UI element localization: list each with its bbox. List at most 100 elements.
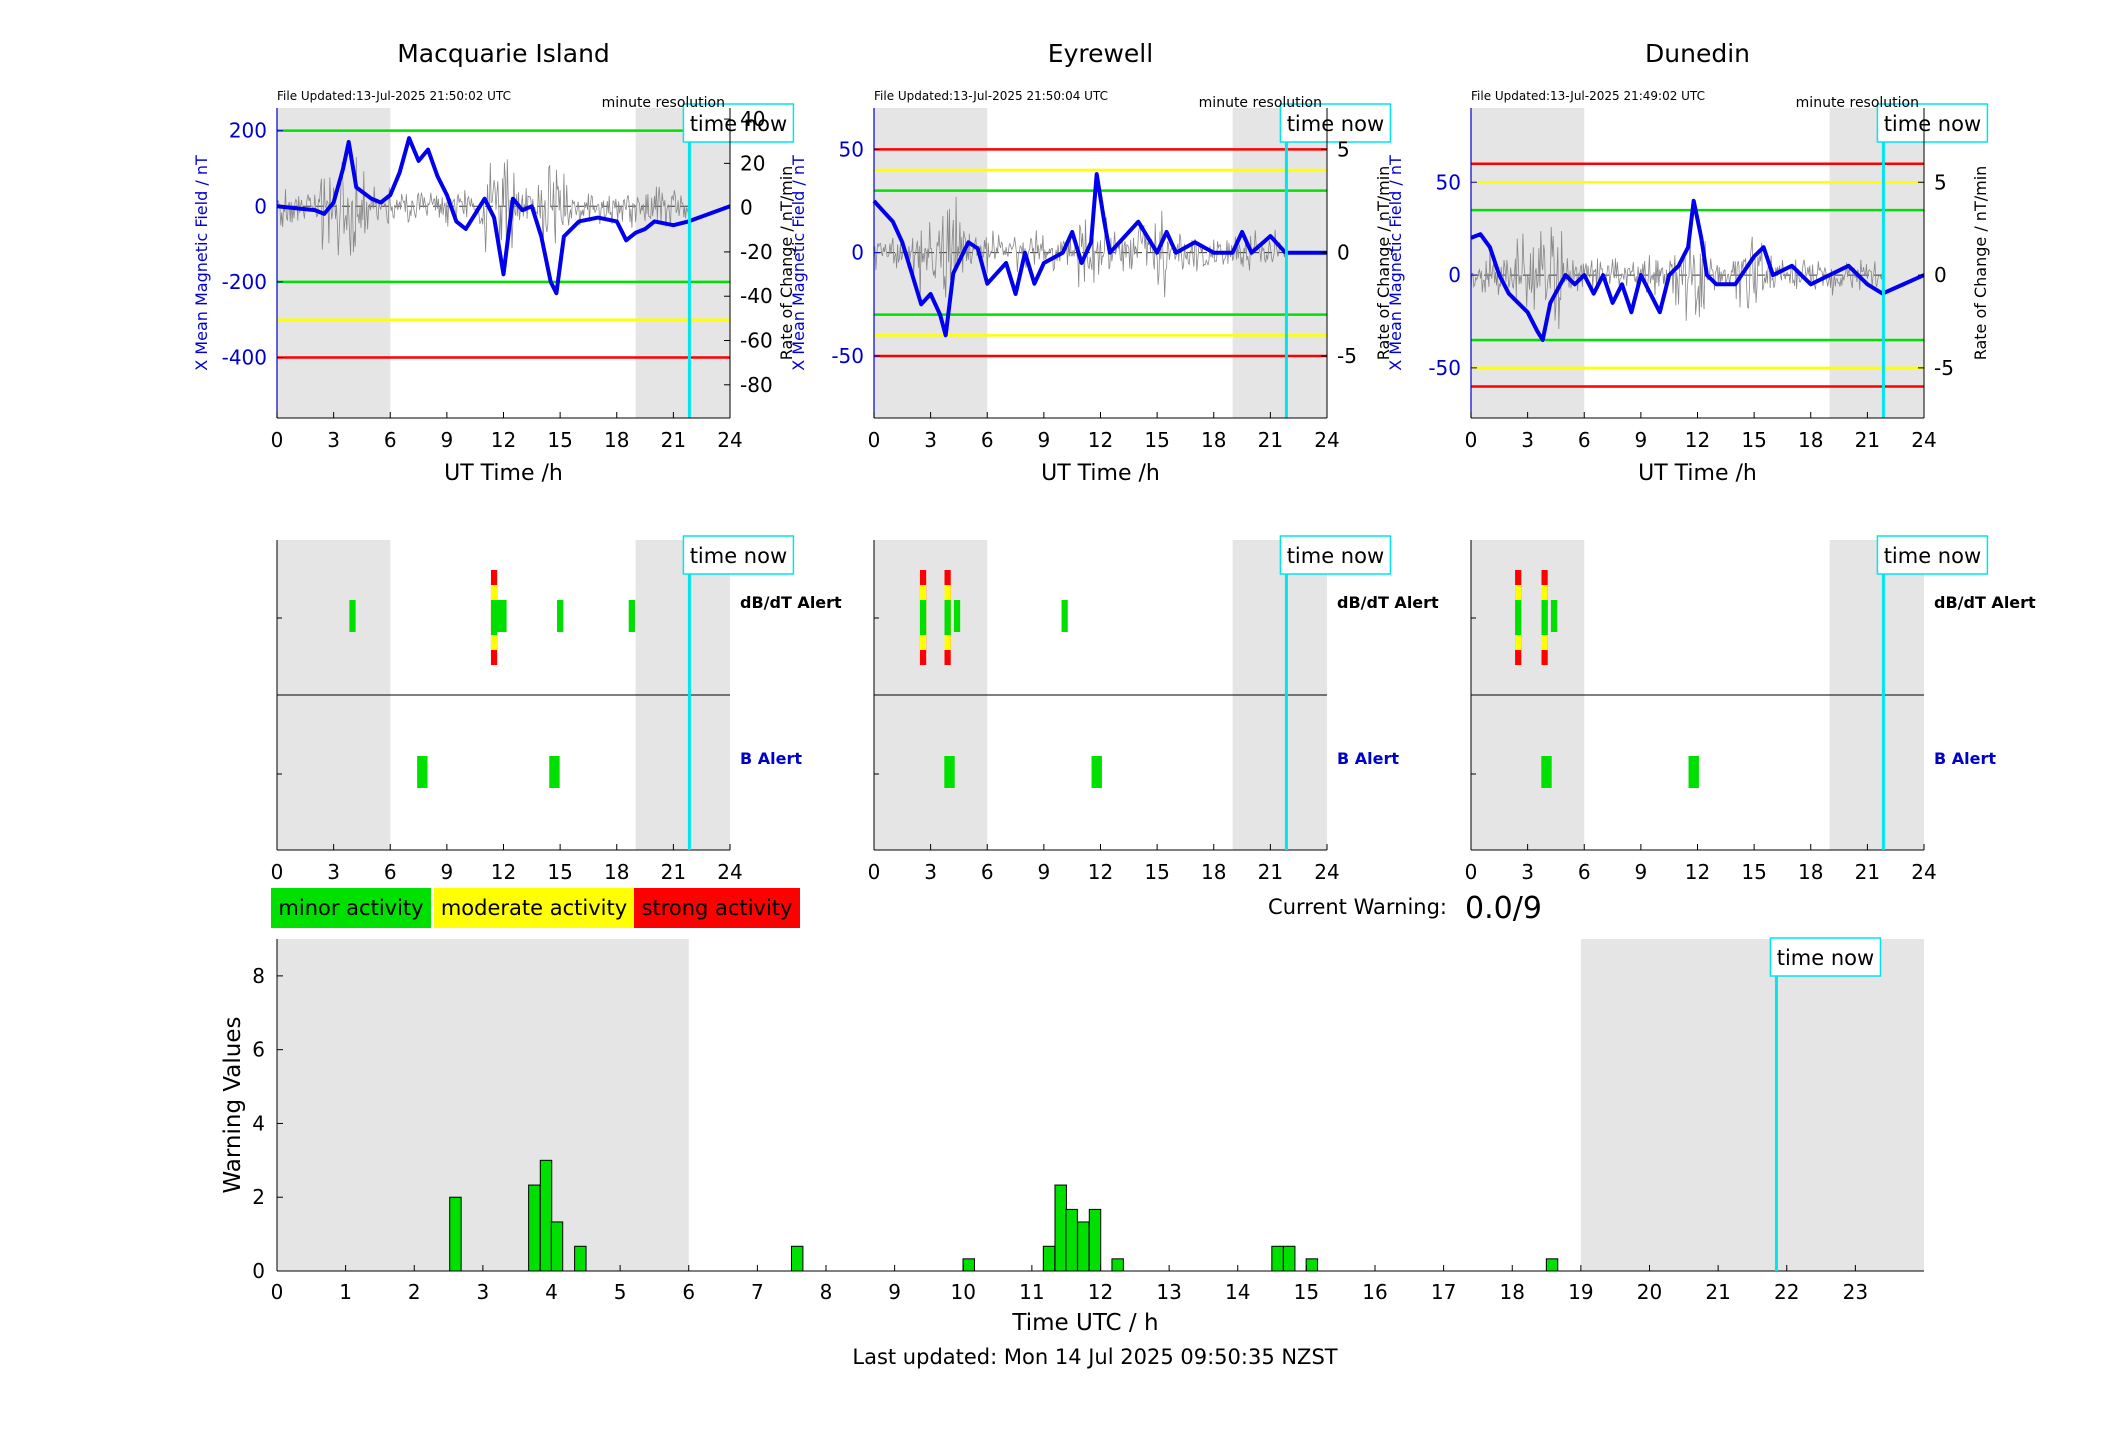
file-updated-label: File Updated:13-Jul-2025 21:50:02 UTC xyxy=(277,89,511,103)
alert-x-tick-label: 18 xyxy=(604,860,629,884)
warning-x-tick-label: 19 xyxy=(1568,1280,1593,1304)
dbdt-alert-mark-minor xyxy=(1550,600,1558,632)
alert-time-now-box xyxy=(1279,535,1392,575)
dbdt-alert-mark-minor xyxy=(500,600,507,632)
right-axis-label: Rate of Change / nT/min xyxy=(777,166,796,361)
dbdt-alert-mark-minor xyxy=(557,600,564,632)
alert-x-tick-label: 18 xyxy=(1798,860,1823,884)
left-tick-label: 50 xyxy=(839,137,864,161)
warning-bar xyxy=(1305,1258,1319,1272)
station-title: Eyrewell xyxy=(1048,39,1153,68)
warning-x-tick-label: 9 xyxy=(888,1280,901,1304)
warning-bar xyxy=(449,1196,462,1272)
alert-time-now-box xyxy=(682,535,795,575)
right-tick-label: 20 xyxy=(740,151,765,175)
right-tick-label: 5 xyxy=(1337,137,1350,161)
alert-time-now-box xyxy=(1876,535,1989,575)
warning-x-axis-label: Time UTC / h xyxy=(1011,1310,1158,1336)
b-alert-mark xyxy=(549,756,560,788)
dbdt-alert-mark-minor xyxy=(490,600,498,635)
x-tick-label: 9 xyxy=(1635,428,1648,452)
warning-time-now-box xyxy=(1769,937,1882,977)
alert-x-tick-label: 6 xyxy=(981,860,994,884)
x-tick-label: 15 xyxy=(547,428,572,452)
alert-x-tick-label: 24 xyxy=(1911,860,1936,884)
alert-x-tick-label: 21 xyxy=(661,860,686,884)
left-tick-label: 0 xyxy=(1448,263,1461,287)
left-axis-label: X Mean Magnetic Field / nT xyxy=(1386,155,1405,371)
dbdt-alert-mark-minor xyxy=(496,600,503,632)
resolution-label: minute resolution xyxy=(1199,95,1322,111)
x-tick-label: 9 xyxy=(1038,428,1051,452)
alert-x-tick-label: 15 xyxy=(1144,860,1169,884)
right-tick-label: 0 xyxy=(740,196,753,220)
right-tick-label: -60 xyxy=(740,329,773,353)
warning-x-tick-label: 2 xyxy=(408,1280,421,1304)
alert-x-tick-label: 0 xyxy=(271,860,284,884)
b-alert-mark xyxy=(944,756,955,788)
resolution-label: minute resolution xyxy=(1796,95,1919,111)
left-tick-label: 50 xyxy=(1436,170,1461,194)
dbdt-alert-label: dB/dT Alert xyxy=(1934,593,2036,612)
left-axis-label: X Mean Magnetic Field / nT xyxy=(192,155,211,371)
time-now-label: time now xyxy=(690,112,787,136)
legend-minor-swatch xyxy=(271,888,431,928)
alert-x-tick-label: 9 xyxy=(1635,860,1648,884)
activity-legend: minor activity moderate activity strong … xyxy=(271,888,800,928)
alert-x-tick-label: 6 xyxy=(1578,860,1591,884)
warning-y-tick-label: 8 xyxy=(252,964,265,988)
alert-x-tick-label: 12 xyxy=(1088,860,1113,884)
field-line xyxy=(1470,198,1925,342)
left-tick-label: -200 xyxy=(222,270,267,294)
night-shading-warning xyxy=(277,939,689,1271)
warning-bar xyxy=(1088,1208,1102,1272)
alert-x-tick-label: 12 xyxy=(491,860,516,884)
warning-x-tick-label: 18 xyxy=(1500,1280,1525,1304)
b-alert-mark xyxy=(1688,756,1699,788)
legend-strong-swatch xyxy=(634,888,800,928)
warning-x-tick-label: 20 xyxy=(1637,1280,1662,1304)
dbdt-alert-mark-minor xyxy=(349,600,356,632)
dbdt-alert-mark-minor xyxy=(944,600,951,635)
right-tick-label: -5 xyxy=(1337,344,1357,368)
night-shading-field xyxy=(874,108,988,418)
b-alert-mark xyxy=(417,756,428,788)
right-tick-label: 0 xyxy=(1337,241,1350,265)
legend-moderate-swatch xyxy=(434,888,634,928)
x-tick-label: 15 xyxy=(1741,428,1766,452)
left-axis-label: X Mean Magnetic Field / nT xyxy=(789,155,808,371)
x-tick-label: 3 xyxy=(1521,428,1534,452)
warning-x-tick-label: 4 xyxy=(545,1280,558,1304)
field-line xyxy=(276,136,731,296)
b-alert-mark xyxy=(1541,756,1552,788)
time-now-label: time now xyxy=(1884,112,1981,136)
warning-x-tick-label: 15 xyxy=(1294,1280,1319,1304)
right-axis-label: Rate of Change / nT/min xyxy=(1374,166,1393,361)
dbdt-alert-label: dB/dT Alert xyxy=(740,593,842,612)
alert-x-tick-label: 9 xyxy=(441,860,454,884)
dbdt-alert-mark-minor xyxy=(1061,600,1068,632)
warning-bar xyxy=(1042,1245,1056,1272)
alert-x-tick-label: 3 xyxy=(327,860,340,884)
warning-x-tick-label: 16 xyxy=(1362,1280,1387,1304)
night-shading-field xyxy=(277,108,391,418)
right-axis-label: Rate of Change / nT/min xyxy=(1971,166,1990,361)
legend-minor-label: minor activity xyxy=(278,896,423,920)
left-tick-label: 0 xyxy=(851,241,864,265)
night-shading-field xyxy=(635,108,730,418)
warning-bar xyxy=(574,1245,587,1272)
alert-x-tick-label: 18 xyxy=(1201,860,1226,884)
alert-x-tick-label: 15 xyxy=(547,860,572,884)
resolution-label: minute resolution xyxy=(602,95,725,111)
dbdt-alert-mark-minor xyxy=(1515,600,1522,635)
warning-bar xyxy=(528,1184,541,1272)
warning-x-tick-label: 10 xyxy=(951,1280,976,1304)
alert-x-tick-label: 0 xyxy=(868,860,881,884)
file-updated-label: File Updated:13-Jul-2025 21:49:02 UTC xyxy=(1471,89,1705,103)
alert-x-tick-label: 12 xyxy=(1685,860,1710,884)
alert-x-tick-label: 6 xyxy=(384,860,397,884)
field-line xyxy=(872,172,1327,338)
x-tick-label: 24 xyxy=(1314,428,1339,452)
